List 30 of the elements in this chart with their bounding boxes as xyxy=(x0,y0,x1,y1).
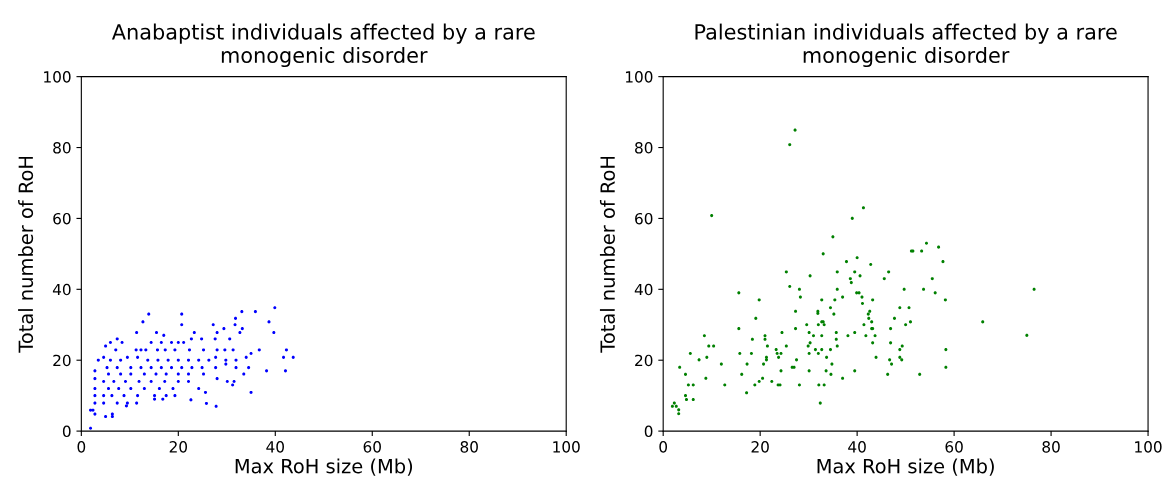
y-tick-label: 0 xyxy=(62,425,71,438)
y-tick-label: 100 xyxy=(625,71,653,83)
x-tick-label: 100 xyxy=(1135,441,1162,453)
x-tick-label: 0 xyxy=(659,441,668,453)
x-tick-label: 40 xyxy=(266,441,284,453)
y-axis-title: Total number of RoH xyxy=(18,156,34,353)
x-tick-label: 80 xyxy=(1042,441,1060,453)
x-axis-title: Max RoH size (Mb) xyxy=(235,458,413,476)
x-tick-label: 20 xyxy=(751,441,769,453)
y-tick-label: 100 xyxy=(44,71,71,83)
x-tick-label: 100 xyxy=(553,441,580,453)
y-tick-label: 60 xyxy=(53,212,71,225)
y-tick-label: 40 xyxy=(52,283,71,296)
chart-title: Palestinian individuals affected by a rare monogenic disorder xyxy=(695,23,1117,68)
y-tick-label: 40 xyxy=(634,283,653,296)
x-tick-label: 60 xyxy=(363,441,381,453)
chart-title: Anabaptist individuals affected by a rare monogenic disorder xyxy=(111,23,535,68)
x-tick-label: 60 xyxy=(945,441,963,453)
y-tick-label: 20 xyxy=(53,354,71,367)
x-tick-label: 40 xyxy=(848,441,866,453)
y-tick-label: 20 xyxy=(635,354,653,367)
y-axis-title: Total number of RoH xyxy=(599,156,615,353)
x-axis-title: Max RoH size (Mb) xyxy=(817,458,994,476)
y-tick-label: 0 xyxy=(644,425,653,438)
y-tick-label: 80 xyxy=(53,142,71,154)
x-tick-label: 0 xyxy=(77,441,86,453)
x-tick-label: 20 xyxy=(169,441,188,453)
y-tick-label: 80 xyxy=(635,142,653,154)
y-tick-label: 60 xyxy=(635,212,653,225)
x-tick-label: 80 xyxy=(460,441,478,453)
